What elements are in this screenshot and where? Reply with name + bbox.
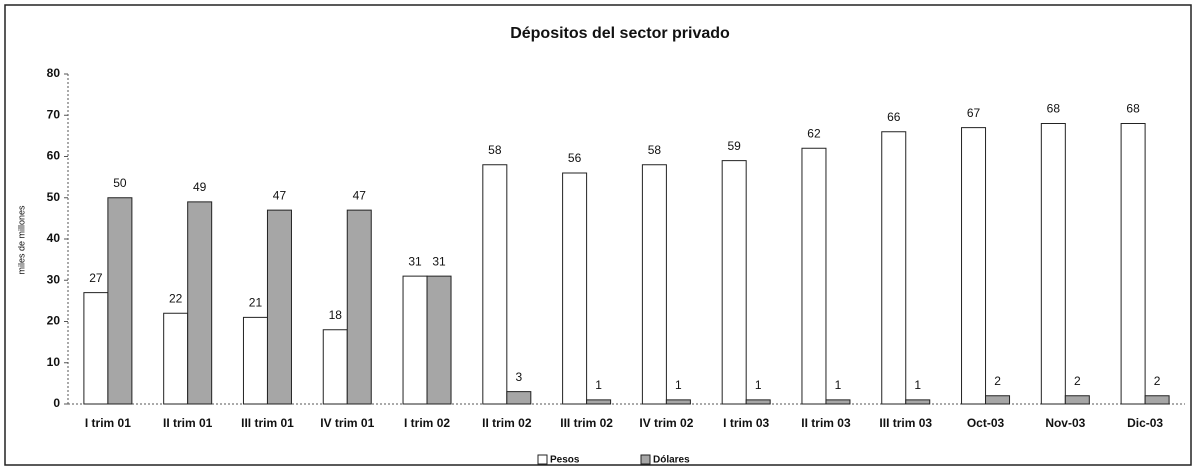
bar — [426, 275, 452, 405]
value-label: 1 — [675, 378, 682, 392]
x-tick-label: Oct-03 — [967, 416, 1005, 430]
value-label: 31 — [432, 254, 446, 268]
x-tick-label: III trim 01 — [241, 416, 294, 430]
value-label: 3 — [515, 370, 522, 384]
bar — [83, 292, 109, 405]
x-tick-label: III trim 02 — [560, 416, 613, 430]
value-label: 67 — [967, 106, 981, 120]
y-axis-label: miles de millones — [16, 205, 26, 275]
y-tick-label: 60 — [47, 149, 61, 163]
value-label: 68 — [1047, 102, 1061, 116]
bar — [346, 209, 372, 405]
value-label: 66 — [887, 110, 901, 124]
legend-label: Dólares — [653, 455, 690, 466]
bar — [905, 399, 931, 405]
value-label: 68 — [1126, 102, 1140, 116]
bar — [745, 399, 771, 405]
bar — [1120, 123, 1146, 405]
value-label: 21 — [249, 296, 263, 310]
value-label: 18 — [329, 308, 343, 322]
value-label: 58 — [488, 143, 502, 157]
x-tick-label: II trim 03 — [801, 416, 851, 430]
bar — [586, 399, 612, 405]
x-tick-label: I trim 01 — [85, 416, 131, 430]
bar — [187, 201, 213, 405]
y-tick-label: 0 — [53, 396, 60, 410]
value-label: 31 — [408, 254, 422, 268]
bar — [506, 391, 532, 405]
value-label: 58 — [648, 143, 662, 157]
value-label: 47 — [353, 188, 367, 202]
value-label: 27 — [89, 271, 103, 285]
legend-label: Pesos — [550, 455, 580, 466]
value-label: 49 — [193, 180, 207, 194]
value-label: 59 — [727, 139, 741, 153]
chart-title: Dépositos del sector privado — [510, 25, 730, 42]
bar — [1040, 123, 1066, 405]
bar — [985, 395, 1011, 405]
value-label: 1 — [755, 378, 762, 392]
bar — [107, 197, 133, 405]
value-label: 1 — [835, 378, 842, 392]
bar — [1144, 395, 1170, 405]
y-tick-label: 70 — [47, 107, 61, 121]
x-tick-label: I trim 03 — [723, 416, 769, 430]
value-label: 2 — [1154, 374, 1161, 388]
bar — [163, 312, 189, 405]
bar — [721, 160, 747, 405]
bar — [665, 399, 691, 405]
value-label: 2 — [1074, 374, 1081, 388]
bar — [641, 164, 667, 405]
legend-swatch — [537, 454, 548, 465]
value-label: 1 — [595, 378, 602, 392]
x-tick-label: II trim 02 — [482, 416, 532, 430]
bar — [801, 147, 827, 405]
bar — [402, 275, 428, 405]
value-label: 56 — [568, 151, 582, 165]
y-tick-label: 40 — [47, 231, 61, 245]
value-label: 62 — [807, 126, 821, 140]
bar — [1064, 395, 1090, 405]
y-tick-label: 50 — [47, 190, 61, 204]
bar — [266, 209, 292, 405]
x-tick-label: Nov-03 — [1045, 416, 1085, 430]
x-tick-label: IV trim 02 — [639, 416, 693, 430]
value-label: 1 — [914, 378, 921, 392]
bar — [322, 329, 348, 405]
x-tick-label: I trim 02 — [404, 416, 450, 430]
bar — [881, 131, 907, 405]
y-tick-label: 10 — [47, 355, 61, 369]
value-label: 50 — [113, 176, 127, 190]
y-tick-label: 20 — [47, 314, 61, 328]
value-label: 22 — [169, 291, 183, 305]
value-label: 47 — [273, 188, 287, 202]
bar — [825, 399, 851, 405]
value-label: 2 — [994, 374, 1001, 388]
y-tick-label: 30 — [47, 272, 61, 286]
x-tick-label: III trim 03 — [879, 416, 932, 430]
bar — [482, 164, 508, 405]
bar — [242, 316, 268, 405]
y-tick-label: 80 — [47, 66, 61, 80]
legend-swatch — [640, 454, 651, 465]
bar — [562, 172, 588, 405]
x-tick-label: Dic-03 — [1127, 416, 1163, 430]
x-tick-label: II trim 01 — [163, 416, 213, 430]
x-tick-label: IV trim 01 — [320, 416, 374, 430]
bar — [961, 127, 987, 405]
